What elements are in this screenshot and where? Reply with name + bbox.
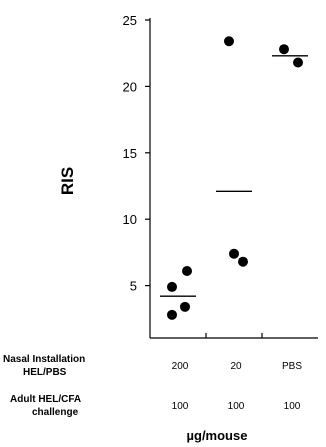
- adult-dose-value: 100: [284, 401, 301, 412]
- mean-lines: [160, 55, 308, 297]
- data-point: [167, 309, 177, 320]
- data-point: [238, 256, 248, 267]
- y-tick-label: 15: [123, 146, 137, 161]
- data-point: [167, 281, 177, 292]
- data-points: [167, 36, 303, 320]
- nasal-dose-value: 200: [172, 361, 189, 372]
- adult-dose-value: 100: [228, 401, 245, 412]
- data-point: [224, 36, 234, 47]
- nasal-dose-value: 20: [230, 361, 242, 372]
- y-tick-label: 20: [123, 79, 137, 94]
- data-point: [182, 265, 192, 276]
- y-tick-label: 25: [123, 13, 137, 28]
- data-point: [293, 57, 303, 68]
- y-tick-label: 10: [123, 212, 137, 227]
- y-ticks: 5 10 15 20 25: [123, 13, 150, 294]
- x-axis-title: µg/mouse: [187, 428, 248, 443]
- data-point: [180, 301, 190, 312]
- adult-row-label-line2: challenge: [32, 407, 79, 418]
- data-point: [229, 248, 239, 259]
- nasal-row-label-line2: HEL/PBS: [23, 367, 67, 378]
- x-ticks: [205, 333, 263, 338]
- adult-dose-value: 100: [172, 401, 189, 412]
- nasal-row-label-line1: Nasal Installation: [3, 354, 85, 365]
- adult-row-label-line1: Adult HEL/CFA: [10, 394, 81, 405]
- y-tick-label: 5: [130, 279, 137, 294]
- row-values: 200 100 20 100 PBS 100: [172, 361, 303, 412]
- nasal-dose-value: PBS: [282, 361, 302, 372]
- data-point: [279, 44, 289, 55]
- y-axis-title: RIS: [58, 167, 77, 195]
